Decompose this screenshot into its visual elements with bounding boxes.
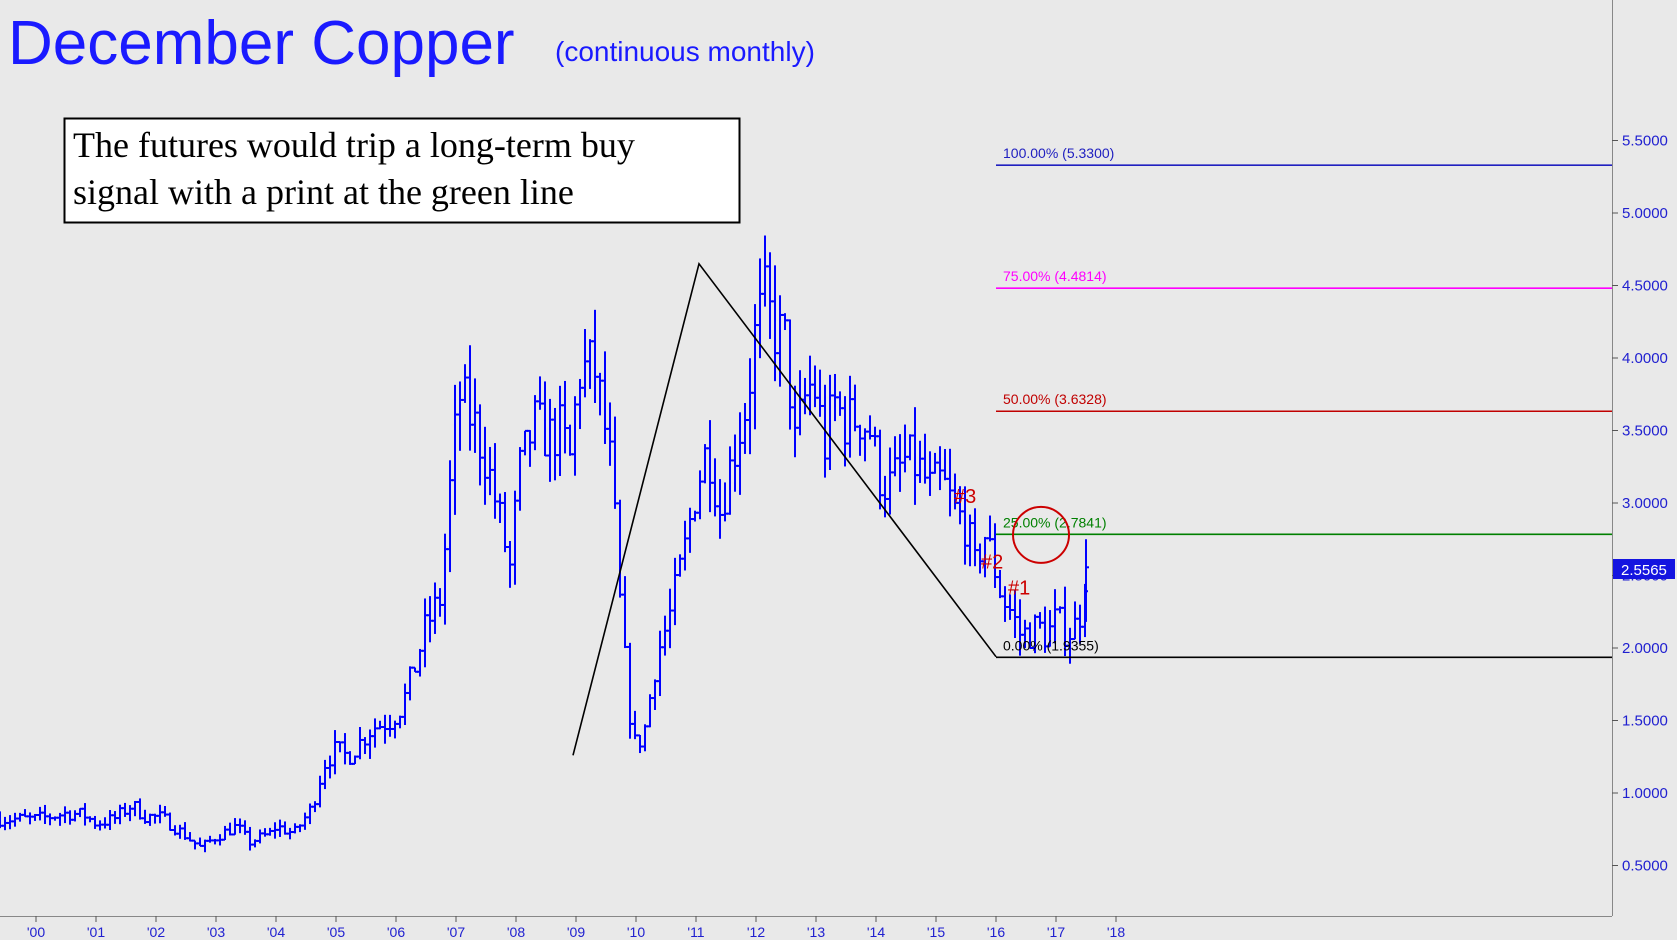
x-tick-label: '07 — [447, 924, 465, 940]
x-tick-label: '10 — [627, 924, 645, 940]
annotation-box — [63, 117, 741, 224]
fib-label: 100.00% (5.3300) — [1003, 145, 1114, 161]
y-tick-label: 4.5000 — [1622, 278, 1668, 295]
x-tick-label: '17 — [1047, 924, 1065, 940]
annotation-line-2: signal with a print at the green line — [73, 172, 574, 212]
y-tick-label: 1.0000 — [1622, 785, 1668, 802]
fib-label: 0.00% (1.9355) — [1003, 637, 1099, 653]
x-tick-label: '03 — [207, 924, 225, 940]
y-tick-label: 3.0000 — [1622, 495, 1668, 512]
last-price-value: 2.5565 — [1621, 562, 1667, 579]
last-price-badge — [1613, 559, 1675, 579]
x-tick-label: '16 — [987, 924, 1005, 940]
wave-label: #1 — [1008, 577, 1030, 599]
trendline — [572, 261, 997, 756]
x-tick-label: '05 — [327, 924, 345, 940]
x-tick-label: '02 — [147, 924, 165, 940]
y-tick-label: 5.0000 — [1622, 205, 1668, 222]
wave-label: #3 — [954, 486, 976, 508]
x-tick-label: '12 — [747, 924, 765, 940]
x-tick-label: '01 — [87, 924, 105, 940]
x-tick-label: '15 — [927, 924, 945, 940]
price-bars — [0, 235, 1089, 853]
fib-label: 50.00% (3.6328) — [1003, 391, 1107, 407]
wave-label: #2 — [981, 551, 1003, 573]
x-tick-label: '18 — [1107, 924, 1125, 940]
x-tick-label: '00 — [27, 924, 45, 940]
y-tick-label: 2.0000 — [1622, 640, 1668, 657]
y-tick-label: 4.0000 — [1622, 350, 1668, 367]
x-tick-label: '09 — [567, 924, 585, 940]
x-axis-ticks: '00 '01 '02 '03 '04 '05 '06 '07 '08 '09 '10 '11 '12 '… — [27, 916, 1125, 940]
x-tick-label: '11 — [687, 924, 704, 940]
y-tick-label: 0.5000 — [1622, 858, 1668, 875]
x-tick-label: '04 — [267, 924, 285, 940]
fib-label: 75.00% (4.4814) — [1003, 268, 1107, 284]
highlight-circle — [1012, 505, 1070, 564]
y-tick-label: 1.5000 — [1622, 713, 1668, 730]
fibonacci-levels: 100.00% (5.3300) 75.00% (4.4814) 50.00% (3… — [996, 145, 1612, 659]
fib-label: 25.00% (2.7841) — [1003, 514, 1107, 530]
chart-title: December Copper — [8, 9, 515, 78]
annotations: #3 #2#1 — [954, 486, 1070, 599]
trendlines — [572, 261, 997, 756]
annotation-line-1: The futures would trip a long-term buy — [73, 125, 635, 165]
chart-subtitle: (continuous monthly) — [555, 36, 815, 67]
x-tick-label: '08 — [507, 924, 525, 940]
y-tick-label: 3.5000 — [1622, 423, 1668, 440]
x-tick-label: '06 — [387, 924, 405, 940]
x-tick-label: '13 — [807, 924, 825, 940]
x-tick-label: '14 — [867, 924, 885, 940]
y-tick-label: 5.5000 — [1622, 133, 1668, 150]
